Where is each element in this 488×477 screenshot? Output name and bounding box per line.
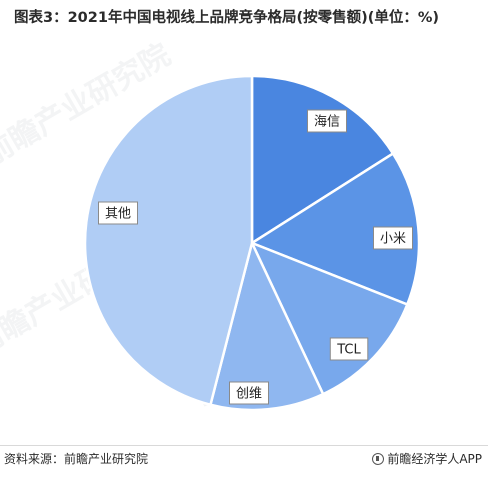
slice-label-text: 海信: [314, 115, 340, 130]
slice-label-text: 小米: [380, 232, 406, 247]
slice-label-box: [373, 226, 413, 250]
pie-slice: [249, 240, 409, 396]
brand-credit: 前瞻经济学人APP: [372, 447, 482, 471]
chart-title: 图表3：2021年中国电视线上品牌竞争格局(按零售额)(单位：%): [14, 10, 439, 26]
pie-slices: [83, 74, 421, 412]
pie-slice: [249, 151, 421, 307]
slice-label-box: [229, 381, 269, 405]
slice-label-box: [98, 201, 138, 225]
slice-label-box: [307, 109, 347, 133]
slice-label: 海信: [307, 109, 347, 133]
slice-label: 其他: [98, 201, 138, 225]
slice-label-text: TCL: [336, 343, 361, 358]
pie-slice: [83, 74, 254, 407]
brand-text: 前瞻经济学人APP: [387, 452, 482, 466]
footer-divider: [0, 445, 488, 446]
slice-label-text: 其他: [105, 207, 131, 222]
brand-logo-icon: [372, 453, 385, 465]
source-text: 资料来源：前瞻产业研究院: [4, 452, 149, 466]
slice-label: 小米: [373, 226, 413, 250]
pie-slice: [208, 239, 325, 412]
pie-slice: [250, 74, 395, 246]
slice-label: TCL: [329, 337, 369, 361]
slice-label: 创维: [229, 381, 269, 405]
slice-label-text: 创维: [236, 387, 262, 402]
footer: 资料来源：前瞻产业研究院 前瞻经济学人APP: [0, 447, 488, 471]
slice-label-box: [329, 337, 369, 361]
